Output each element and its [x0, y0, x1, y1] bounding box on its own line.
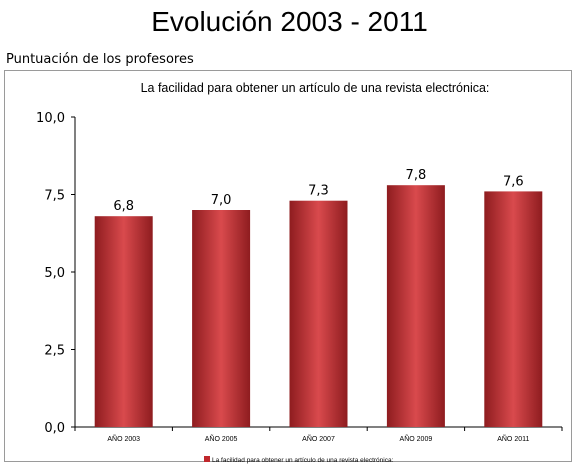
y-tick-label: 0,0 [44, 421, 65, 436]
bar [484, 191, 543, 427]
legend-label: La facilidad para obtener un artículo de… [212, 457, 394, 464]
category-label: AÑO 2007 [302, 434, 335, 443]
chart-title: La facilidad para obtener un artículo de… [141, 81, 490, 95]
category-label: AÑO 2011 [497, 434, 529, 443]
y-tick-label: 10,0 [36, 111, 65, 126]
category-label: AÑO 2009 [400, 434, 433, 443]
y-tick-label: 5,0 [44, 266, 65, 281]
category-label: AÑO 2003 [107, 434, 140, 443]
data-label: 7,0 [211, 193, 232, 208]
chart-frame [4, 70, 572, 462]
data-label: 7,3 [308, 184, 329, 199]
page-subtitle: Puntuación de los profesores [6, 52, 194, 67]
data-label: 6,8 [113, 199, 134, 214]
page-title: Evolución 2003 - 2011 [151, 6, 428, 37]
y-tick-label: 2,5 [44, 344, 65, 359]
bar [192, 210, 251, 427]
y-tick-label: 7,5 [44, 189, 65, 204]
category-label: AÑO 2005 [205, 434, 238, 443]
legend-swatch [204, 456, 210, 462]
bar [289, 200, 348, 427]
bar [386, 185, 445, 427]
data-label: 7,8 [406, 168, 427, 183]
bar [94, 216, 153, 427]
data-label: 7,6 [503, 174, 524, 189]
